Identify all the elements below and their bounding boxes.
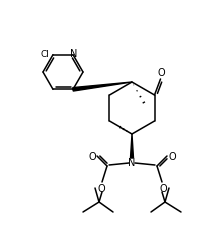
Polygon shape	[130, 134, 133, 158]
Text: O: O	[158, 68, 165, 78]
Text: O: O	[159, 184, 167, 194]
Text: O: O	[168, 152, 176, 162]
Polygon shape	[73, 82, 132, 91]
Text: O: O	[88, 152, 96, 162]
Text: O: O	[97, 184, 105, 194]
Text: Cl: Cl	[41, 50, 50, 59]
Text: N: N	[128, 158, 136, 168]
Text: N: N	[70, 49, 78, 59]
